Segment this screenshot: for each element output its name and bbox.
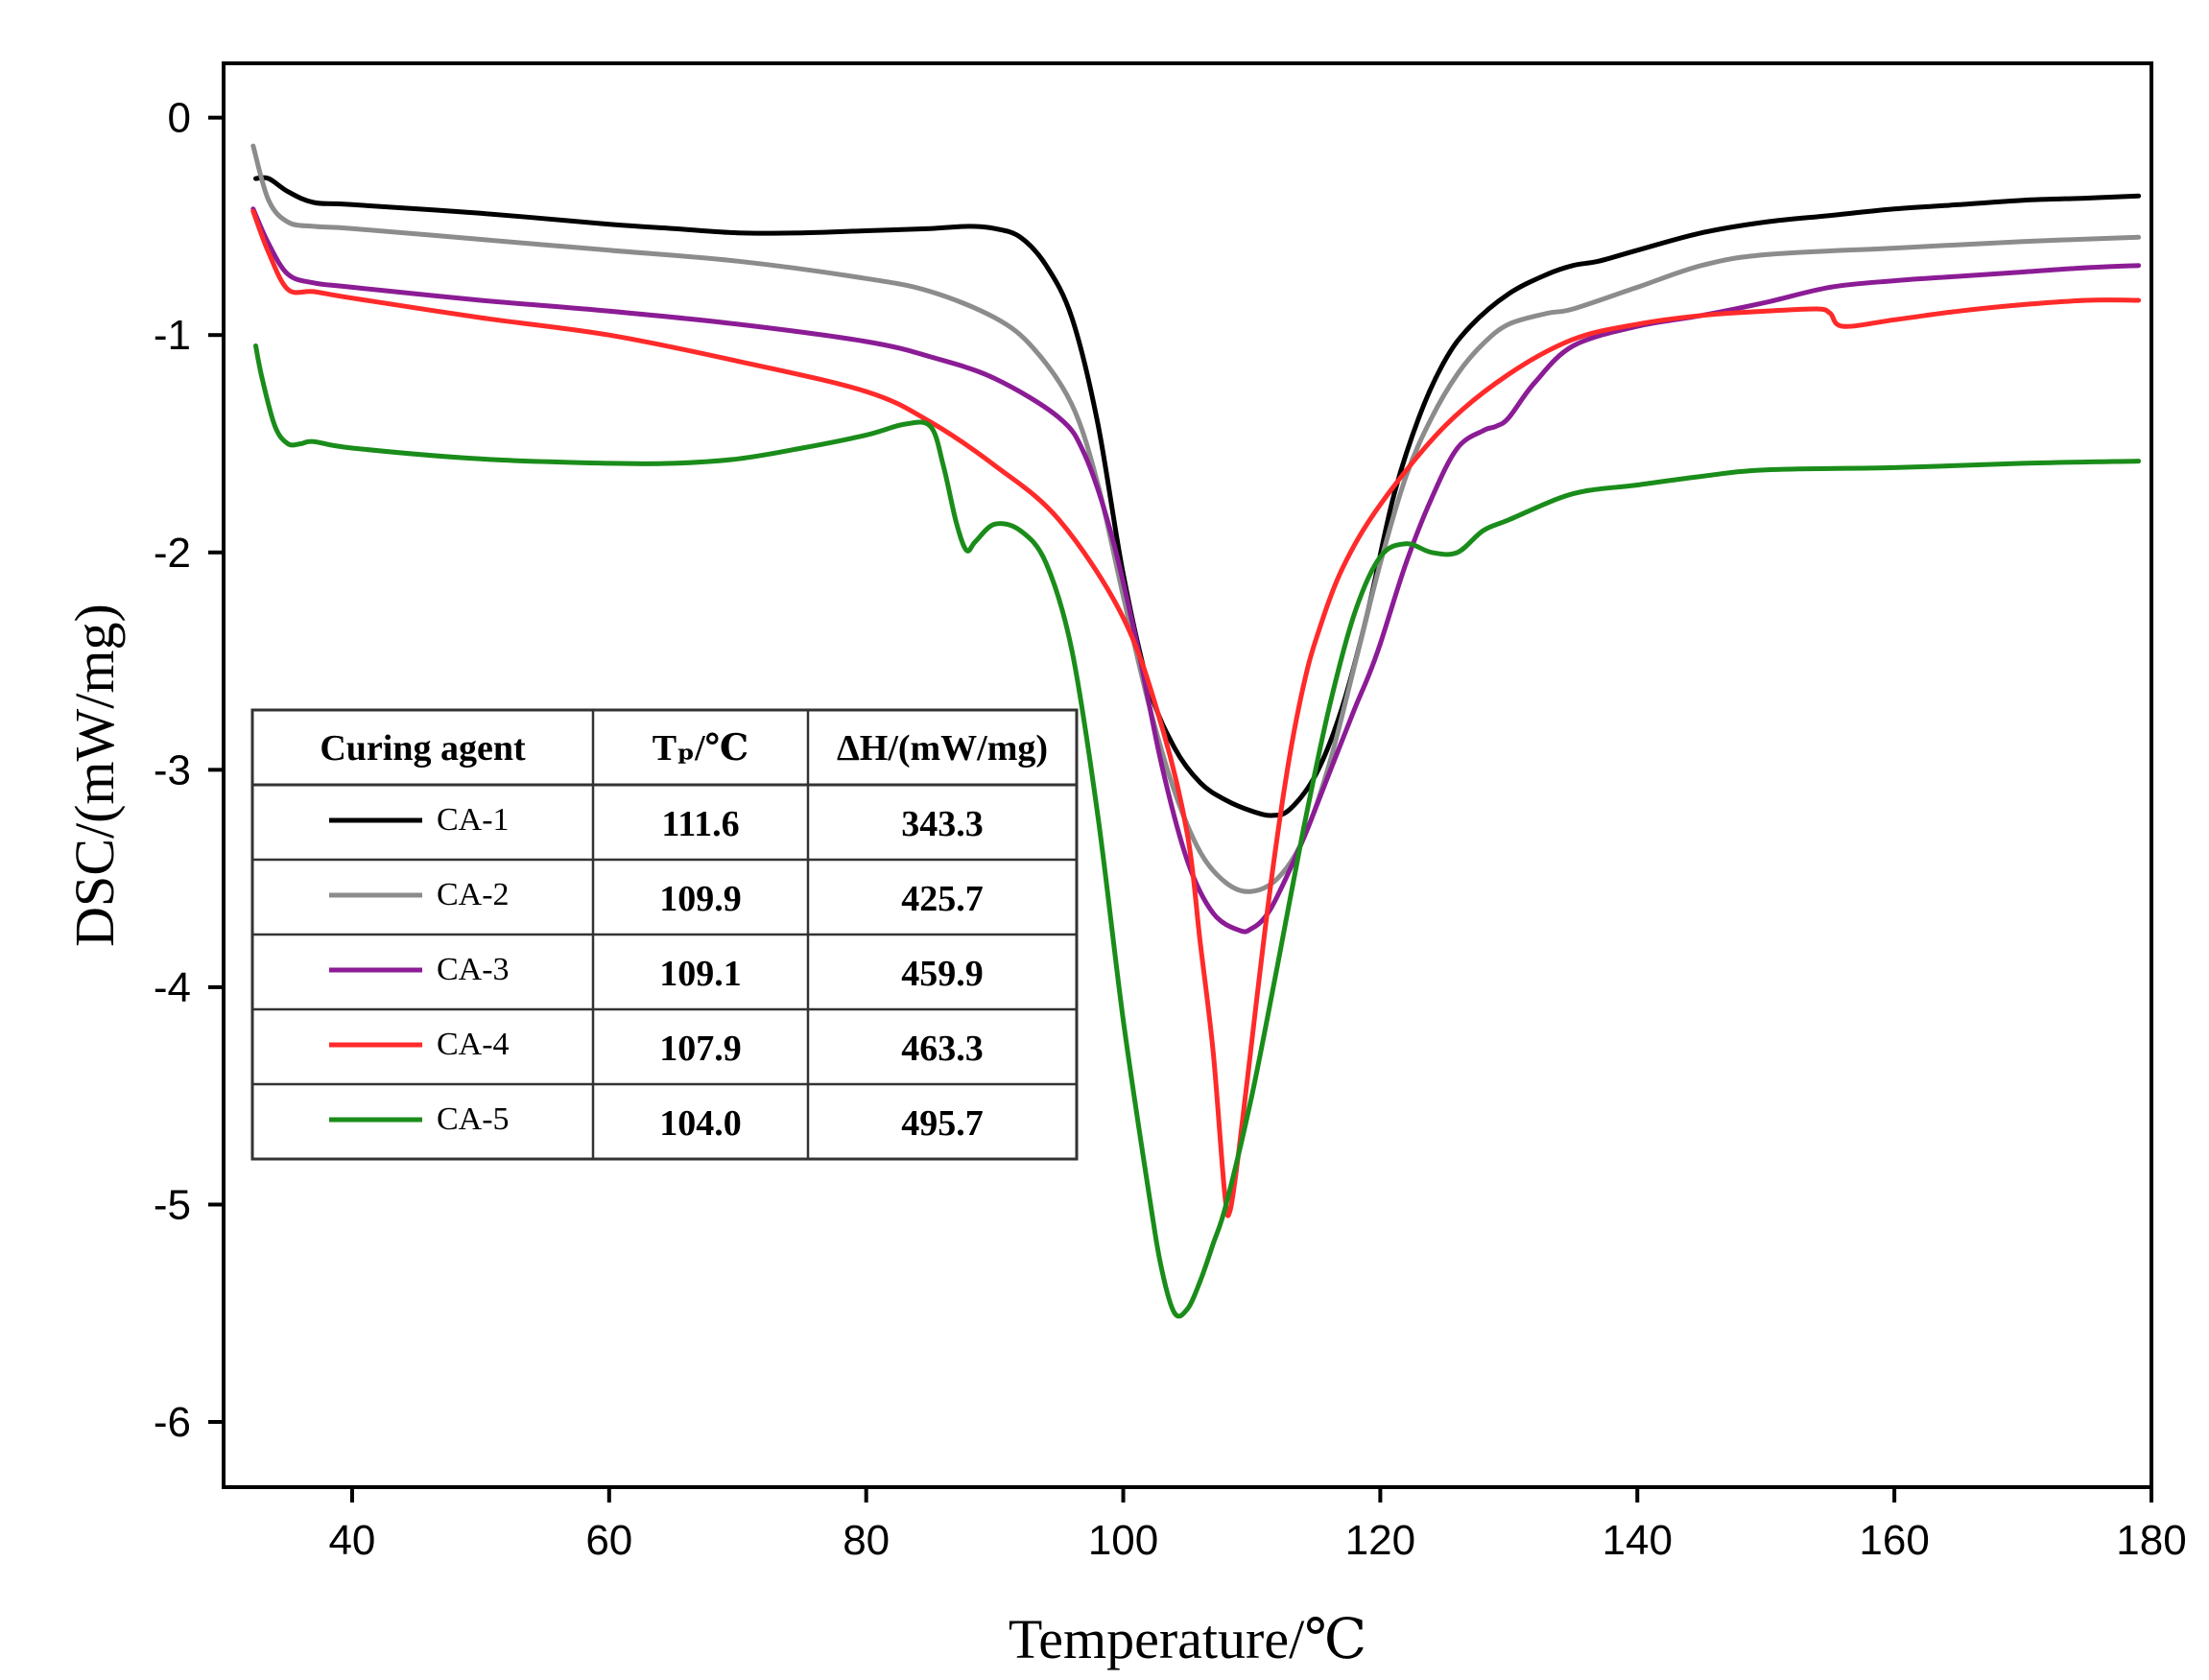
table-series-name: CA-5 bbox=[437, 1101, 510, 1137]
x-axis-title: Temperature/℃ bbox=[1009, 1608, 1366, 1670]
table-dh-value: 495.7 bbox=[901, 1103, 984, 1144]
y-tick-label: -2 bbox=[154, 530, 191, 577]
table-tp-value: 107.9 bbox=[659, 1029, 742, 1069]
series-line-ca-4 bbox=[250, 208, 2142, 1219]
x-tick-label: 100 bbox=[1088, 1517, 1158, 1564]
table-series-name: CA-1 bbox=[437, 802, 510, 838]
table-tp-value: 104.0 bbox=[659, 1103, 742, 1144]
table-series-name: CA-3 bbox=[437, 952, 510, 987]
x-tick-label: 80 bbox=[843, 1517, 890, 1564]
series-line-ca-1 bbox=[253, 175, 2142, 818]
x-tick-label: 140 bbox=[1603, 1517, 1673, 1564]
y-tick-label: 0 bbox=[168, 95, 191, 142]
x-tick-label: 180 bbox=[2116, 1517, 2186, 1564]
y-tick-label: -5 bbox=[154, 1181, 191, 1228]
table-tp-value: 111.6 bbox=[661, 804, 739, 844]
y-tick-label: -1 bbox=[154, 312, 191, 359]
table-series-name: CA-4 bbox=[437, 1027, 510, 1062]
y-tick-label: -6 bbox=[154, 1399, 191, 1446]
table-dh-value: 463.3 bbox=[901, 1029, 984, 1069]
y-tick-label: -4 bbox=[154, 964, 191, 1011]
table-header: Curing agent bbox=[320, 728, 526, 769]
series-layer bbox=[250, 143, 2142, 1319]
table-series-name: CA-2 bbox=[437, 877, 510, 912]
axis-ticks: 40 60 80 100 120 140 160 180 0 -1 -2 -3 -4 -5 -6 bbox=[154, 95, 2187, 1564]
table-header: ΔH/(mW/mg) bbox=[837, 728, 1048, 769]
table-tp-value: 109.1 bbox=[659, 954, 742, 994]
series-line-ca-5 bbox=[253, 343, 2142, 1319]
table-dh-value: 425.7 bbox=[901, 879, 984, 919]
x-tick-label: 60 bbox=[585, 1517, 632, 1564]
y-axis-title: DSC/(mW/mg) bbox=[63, 603, 126, 947]
table-dh-value: 459.9 bbox=[901, 954, 984, 994]
x-tick-label: 160 bbox=[1859, 1517, 1929, 1564]
plot-frame bbox=[222, 61, 2153, 1489]
x-tick-label: 120 bbox=[1345, 1517, 1415, 1564]
inset-table: Curing agent Tₚ/℃ ΔH/(mW/mg) CA-1 111.6 343.3… bbox=[250, 708, 1079, 1161]
x-tick-label: 40 bbox=[328, 1517, 375, 1564]
series-line-ca-2 bbox=[250, 143, 2142, 894]
y-tick-label: -3 bbox=[154, 746, 191, 793]
table-header: Tₚ/℃ bbox=[653, 728, 748, 769]
table-dh-value: 343.3 bbox=[901, 804, 984, 844]
table-tp-value: 109.9 bbox=[659, 879, 742, 919]
